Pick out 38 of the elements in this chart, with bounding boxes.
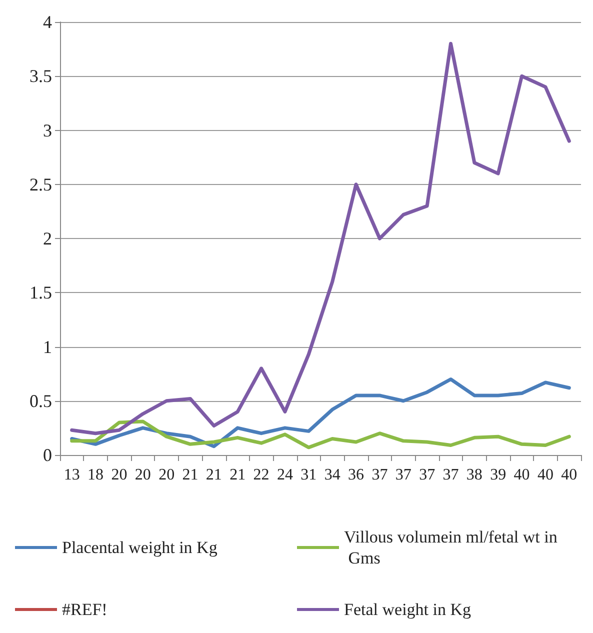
- x-tick-label: 18: [88, 466, 104, 484]
- x-tick-label: 24: [276, 466, 293, 484]
- x-tick-label: 34: [324, 466, 340, 484]
- x-tick-label: 20: [134, 466, 151, 484]
- y-tick-label: 0.5: [30, 390, 52, 411]
- x-tick-label: 40: [514, 466, 530, 484]
- x-tick-label: 20: [111, 466, 128, 484]
- x-tick-label: 37: [395, 466, 412, 484]
- y-tick-label: 2.5: [30, 174, 52, 194]
- legend-label: Villous volumein ml/fetal wt in Gms: [344, 528, 558, 568]
- x-tick-label: 21: [206, 466, 222, 484]
- legend-label: #REF!: [62, 600, 108, 619]
- y-tick-label: 1.5: [30, 282, 52, 303]
- y-tick-label: 0: [43, 445, 52, 465]
- y-tick-label: 3.5: [30, 66, 52, 86]
- line-series: [70, 420, 571, 450]
- x-tick-label: 22: [253, 466, 270, 484]
- x-tick-label: 40: [537, 466, 554, 484]
- x-tick-label: 21: [182, 466, 198, 484]
- x-tick-label: 20: [158, 466, 175, 484]
- y-tick-label: 1: [43, 336, 52, 357]
- x-tick-label: 40: [561, 466, 578, 484]
- line-series: [70, 377, 571, 448]
- x-tick-label: 37: [419, 466, 436, 484]
- x-tick-label: 37: [372, 466, 388, 484]
- y-tick-label: 3: [43, 120, 52, 140]
- line-series: [70, 42, 571, 436]
- x-tick-label: 21: [230, 466, 246, 484]
- x-tick-label: 13: [64, 466, 80, 484]
- legend-label: Placental weight in Kg: [62, 538, 218, 557]
- legend-label: Fetal weight in Kg: [344, 600, 472, 619]
- x-tick-label: 39: [490, 466, 506, 484]
- x-tick-label: 31: [300, 466, 317, 484]
- x-tick-label: 38: [466, 466, 482, 484]
- x-tick-label: 37: [442, 466, 459, 484]
- y-tick-label: 4: [43, 12, 52, 32]
- y-tick-label: 2: [43, 228, 52, 248]
- x-tick-label: 36: [348, 466, 364, 484]
